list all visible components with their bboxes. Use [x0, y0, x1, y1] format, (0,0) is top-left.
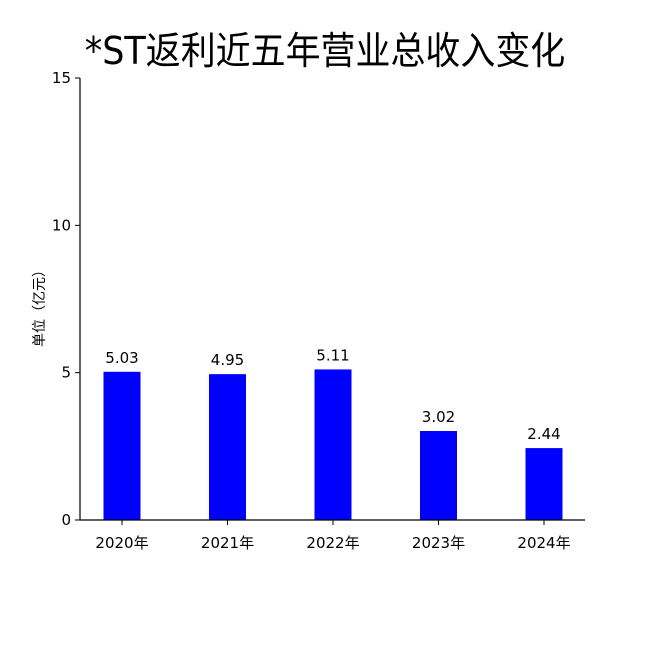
x-tick-label-2024年: 2024年	[517, 534, 570, 552]
data-label-2020年: 5.03	[105, 349, 138, 367]
data-label-2021年: 4.95	[211, 351, 244, 369]
y-axis-label: 单位（亿元）	[32, 263, 48, 347]
y-tick-label-5: 5	[61, 364, 71, 382]
data-label-2024年: 2.44	[527, 425, 560, 443]
x-tick-label-2021年: 2021年	[201, 534, 254, 552]
chart-title: *ST返利近五年营业总收入变化	[84, 29, 566, 73]
y-tick-label-10: 10	[52, 216, 71, 234]
x-tick-label-2020年: 2020年	[95, 534, 148, 552]
data-label-2022年: 5.11	[316, 346, 349, 364]
data-label-2023年: 3.02	[422, 408, 455, 426]
bar-2021年	[209, 374, 246, 520]
bar-2022年	[314, 369, 352, 520]
x-tick-label-2023年: 2023年	[412, 534, 465, 552]
bar-2023年	[420, 431, 457, 520]
y-tick-label-0: 0	[61, 511, 71, 529]
bar-2024年	[525, 448, 563, 520]
x-tick-label-2022年: 2022年	[306, 534, 359, 552]
bar-2020年	[103, 371, 141, 520]
bars-layer	[103, 369, 563, 520]
axes-layer	[75, 77, 585, 525]
y-tick-label-15: 15	[52, 69, 71, 87]
labels-layer: 5.03 2020年 4.95 2021年 5.11 2022年 3.02 2023年 2.44…	[52, 69, 571, 552]
